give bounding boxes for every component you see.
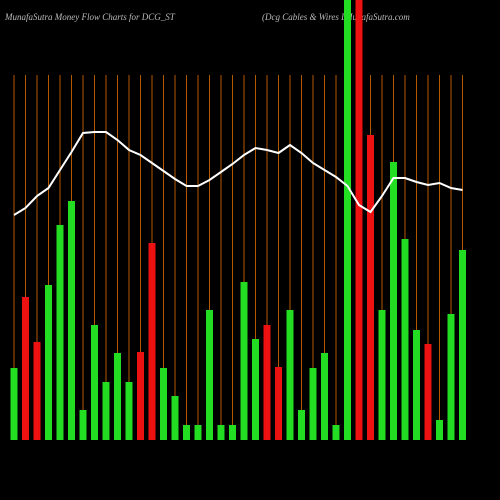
bar [424, 344, 432, 440]
bar [79, 410, 87, 440]
bar [194, 425, 202, 440]
source: MunafaSutra.com [344, 12, 410, 22]
money-flow-line [13, 131, 463, 216]
bar [217, 425, 225, 440]
bar [367, 135, 374, 440]
bar [125, 382, 133, 440]
bar [286, 310, 294, 440]
bar [459, 250, 466, 440]
bar [413, 330, 420, 440]
bar [229, 425, 236, 440]
bar [390, 162, 397, 440]
bar [321, 353, 328, 440]
bar [160, 368, 167, 440]
chart-title: MunafaSutra Money Flow Charts for DCG_ST [4, 12, 176, 22]
chart-subtitle: (Dcg Cables & Wires Lt [262, 12, 349, 22]
bar [10, 368, 18, 440]
bar [378, 310, 386, 440]
bar [252, 339, 259, 440]
bar [240, 282, 248, 440]
bar [56, 225, 64, 440]
bar [401, 239, 409, 440]
bar [91, 325, 98, 440]
bar [263, 325, 271, 440]
bar [344, 0, 351, 440]
bar [68, 201, 75, 440]
bar [332, 425, 340, 440]
bar [102, 382, 110, 440]
bar [22, 297, 29, 440]
bar [355, 0, 363, 440]
bar [447, 314, 455, 440]
bar [436, 420, 443, 440]
bar [183, 425, 190, 440]
bar [33, 342, 41, 440]
bar [137, 352, 144, 440]
bar [309, 368, 317, 440]
bar [114, 353, 121, 440]
bar [45, 285, 52, 440]
bar [206, 310, 213, 440]
bar [298, 410, 305, 440]
bar [148, 243, 156, 440]
bar [171, 396, 179, 440]
bar [275, 367, 282, 440]
